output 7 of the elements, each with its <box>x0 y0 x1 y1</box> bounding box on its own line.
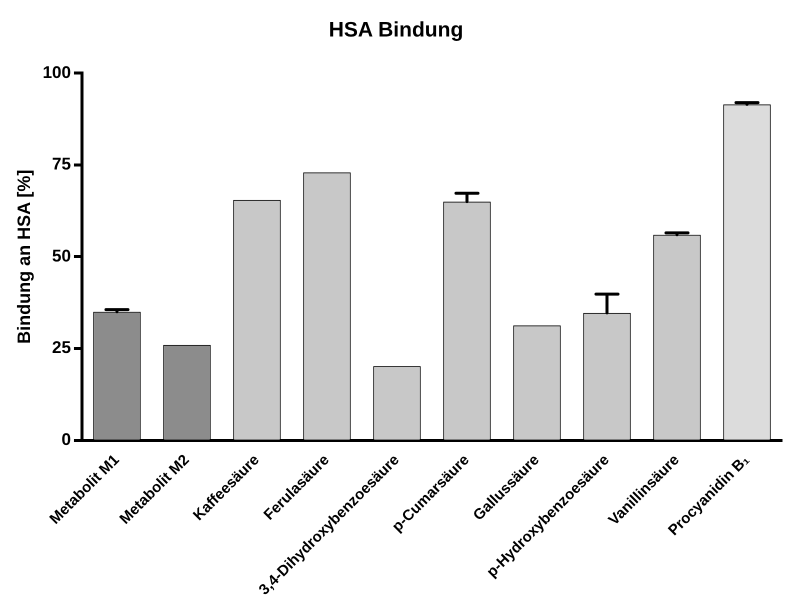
y-tick-label: 50 <box>52 246 71 266</box>
y-axis-title: Bindung an HSA [%] <box>14 170 34 344</box>
chart-title: HSA Bindung <box>328 18 464 42</box>
y-tick-label: 25 <box>52 338 71 358</box>
y-tick-label: 0 <box>61 430 71 449</box>
y-tick-label: 75 <box>52 154 71 174</box>
y-tick-label: 100 <box>42 62 71 82</box>
